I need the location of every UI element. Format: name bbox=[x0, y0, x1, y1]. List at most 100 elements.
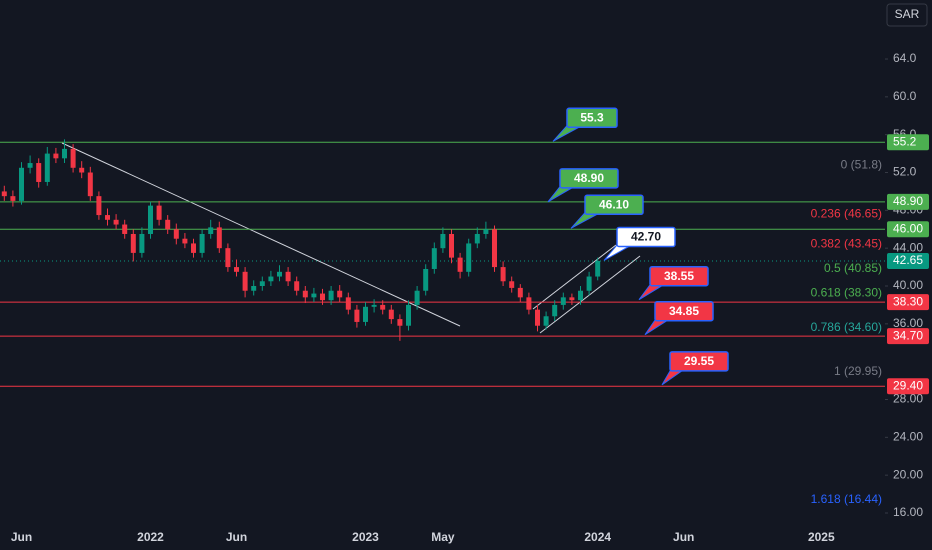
currency-button[interactable] bbox=[886, 3, 928, 27]
y-tick-label: 40.00 bbox=[893, 278, 923, 292]
candle-body bbox=[483, 229, 489, 234]
candle-body bbox=[234, 267, 239, 272]
price-box-label: 46.00 bbox=[893, 221, 923, 235]
candle-body bbox=[535, 309, 540, 326]
callout-label: 46.10 bbox=[599, 197, 629, 211]
candle-body bbox=[371, 304, 377, 307]
price-box-label: 48.90 bbox=[893, 194, 923, 208]
price-box bbox=[887, 193, 929, 210]
price-box bbox=[887, 221, 929, 238]
x-tick-label: 2025 bbox=[808, 530, 835, 544]
candle-body bbox=[543, 316, 549, 326]
candle-body bbox=[87, 172, 93, 197]
candle-body bbox=[268, 276, 274, 282]
candle-body bbox=[406, 304, 411, 326]
candle-body bbox=[277, 271, 282, 277]
candle-body bbox=[53, 153, 59, 159]
candle-body bbox=[492, 229, 497, 268]
fib-label: 0.236 (46.65) bbox=[811, 206, 882, 220]
callout-box bbox=[559, 168, 619, 189]
candle-body bbox=[345, 297, 351, 310]
candle-body bbox=[294, 281, 300, 291]
candle-body bbox=[130, 233, 136, 253]
candle-body bbox=[182, 238, 188, 244]
x-tick-label: Jun bbox=[226, 530, 247, 544]
channel-upper bbox=[532, 244, 617, 310]
x-tick-label: 2023 bbox=[352, 530, 379, 544]
callout-box bbox=[566, 107, 618, 129]
callout-box bbox=[584, 194, 644, 216]
candle-body bbox=[466, 243, 472, 272]
candle-body bbox=[397, 319, 403, 326]
candle-body bbox=[517, 287, 523, 298]
candle-body bbox=[388, 309, 394, 320]
candle-body bbox=[156, 205, 162, 220]
price-box-label: 29.40 bbox=[893, 378, 923, 392]
candle-body bbox=[36, 163, 42, 182]
candle-body bbox=[586, 276, 592, 291]
price-box bbox=[887, 294, 929, 311]
candle-body bbox=[96, 196, 102, 216]
x-tick-label: May bbox=[431, 530, 455, 544]
trend-line bbox=[61, 142, 461, 327]
candle-body bbox=[27, 163, 33, 168]
price-box bbox=[887, 328, 929, 345]
candle-body bbox=[122, 224, 128, 234]
candle-body bbox=[216, 227, 222, 249]
candle-body bbox=[474, 233, 480, 244]
price-box-label: 38.30 bbox=[893, 294, 923, 308]
candle-body bbox=[509, 281, 515, 288]
candle-body bbox=[199, 233, 205, 253]
candle-body bbox=[578, 290, 583, 301]
candle-body bbox=[354, 309, 360, 322]
candle-body bbox=[440, 233, 446, 249]
candle-body bbox=[526, 297, 532, 310]
y-tick-label: 28.00 bbox=[893, 392, 923, 406]
candle-body bbox=[148, 205, 153, 234]
candle-body bbox=[191, 243, 196, 253]
currency-label: SAR bbox=[895, 7, 920, 21]
candle-body bbox=[423, 268, 429, 291]
callout-box bbox=[616, 226, 676, 248]
x-tick-label: 2024 bbox=[584, 530, 611, 544]
callout-label: 29.55 bbox=[684, 354, 714, 368]
candle-body bbox=[259, 281, 265, 287]
candle-body bbox=[165, 219, 171, 230]
fib-label: 0.618 (38.30) bbox=[811, 285, 882, 299]
candle-body bbox=[431, 248, 437, 269]
price-box-label: 55.2 bbox=[893, 134, 917, 148]
candle-body bbox=[19, 167, 24, 201]
candle-body bbox=[208, 227, 214, 234]
y-tick-label: 52.0 bbox=[893, 165, 917, 179]
candle-body bbox=[337, 290, 343, 298]
x-tick-label: Jun bbox=[673, 530, 694, 544]
price-box-label: 42.65 bbox=[893, 253, 923, 267]
candle-body bbox=[225, 248, 231, 268]
candle-body bbox=[285, 271, 291, 282]
candle-body bbox=[70, 148, 76, 168]
price-box bbox=[887, 252, 929, 269]
fib-label: 1 (29.95) bbox=[834, 364, 882, 378]
channel-lower bbox=[539, 255, 641, 334]
candle-body bbox=[173, 229, 179, 239]
candle-body bbox=[44, 153, 50, 182]
fib-label: 0.786 (34.60) bbox=[811, 320, 882, 334]
candle-body bbox=[320, 293, 325, 301]
callout-label: 38.55 bbox=[664, 269, 694, 283]
candle-body bbox=[10, 196, 16, 201]
fib-label: 0 (51.8) bbox=[841, 158, 882, 172]
candle-body bbox=[1, 191, 7, 197]
y-tick-label: 16.00 bbox=[893, 505, 923, 519]
fib-label: 0.382 (43.45) bbox=[811, 237, 882, 251]
y-tick-label: 24.00 bbox=[893, 429, 923, 443]
y-tick-label: 20.00 bbox=[893, 467, 923, 481]
y-tick-label: 36.00 bbox=[893, 316, 923, 330]
callout-label: 34.85 bbox=[669, 304, 699, 318]
y-tick-label: 64.0 bbox=[893, 51, 917, 65]
price-box-label: 34.70 bbox=[893, 328, 923, 342]
candle-body bbox=[105, 215, 110, 220]
y-tick-label: 44.00 bbox=[893, 240, 923, 254]
candle-body bbox=[500, 267, 506, 282]
callout-label: 55.3 bbox=[580, 110, 604, 124]
